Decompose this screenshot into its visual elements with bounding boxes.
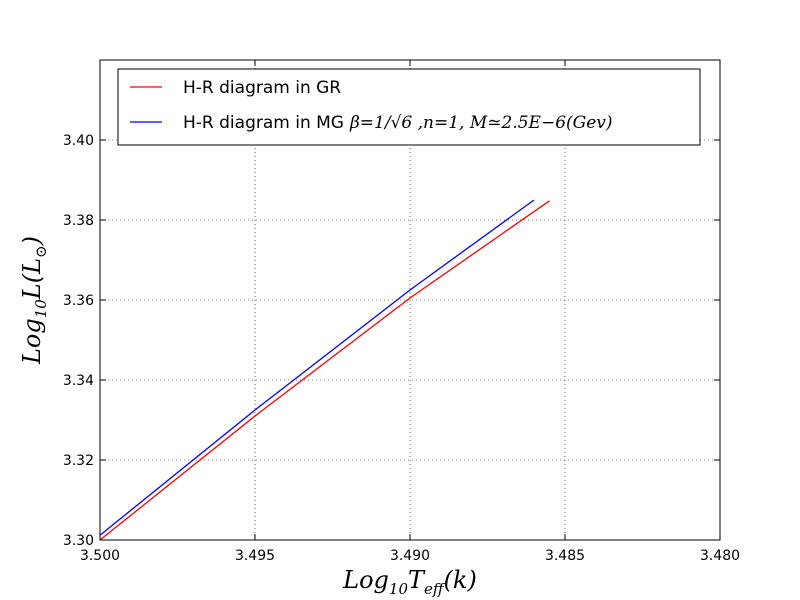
series-layer — [99, 199, 550, 541]
x-tick-label: 3.480 — [700, 548, 740, 564]
x-tick-label: 3.490 — [390, 548, 430, 564]
ticks-layer: 3.500 3.495 3.490 3.485 3.480 3.30 3.32 3.34 3.3… — [63, 60, 740, 564]
series-line-0 — [99, 200, 550, 541]
y-axis-label-tail: ) — [18, 236, 46, 246]
y-axis-label-sub1: 10 — [32, 299, 50, 319]
x-axis-label-mid: T — [408, 566, 426, 594]
y-tick-label: 3.34 — [63, 373, 94, 389]
y-axis-label-base: Log — [18, 318, 46, 365]
legend: H-R diagram in GR H-R diagram in MG β=1/√… — [117, 68, 701, 146]
x-axis-label-sub1: 10 — [389, 580, 409, 598]
x-axis-label-base: Log — [342, 566, 389, 594]
y-tick-label: 3.30 — [63, 533, 94, 549]
x-tick-label: 3.500 — [80, 548, 120, 564]
x-axis-label-sub2: eff — [424, 580, 446, 598]
y-tick-label: 3.38 — [63, 213, 94, 229]
series-line-1 — [99, 199, 535, 536]
x-axis-label-tail: (k) — [444, 566, 477, 594]
legend-label-gr: H-R diagram in GR — [183, 78, 341, 98]
legend-label-mg-params: β=1/√6 ,n=1, M≃2.5E−6(Gev) — [349, 113, 613, 133]
legend-label-mg: H-R diagram in MG β=1/√6 ,n=1, M≃2.5E−6(G… — [183, 113, 613, 133]
y-axis-label: Log10L(L⊙) — [18, 236, 50, 365]
y-tick-label: 3.36 — [63, 293, 94, 309]
x-axis-label: Log10Teff(k) — [342, 566, 477, 598]
y-tick-label: 3.40 — [63, 133, 94, 149]
legend-label-mg-text: H-R diagram in MG — [183, 113, 344, 133]
x-tick-label: 3.495 — [235, 548, 275, 564]
legend-box — [117, 68, 701, 146]
y-tick-label: 3.32 — [63, 453, 94, 469]
x-tick-label: 3.485 — [545, 548, 585, 564]
y-axis-label-sub2: ⊙ — [32, 245, 50, 258]
y-axis-label-mid: L(L — [18, 258, 46, 300]
